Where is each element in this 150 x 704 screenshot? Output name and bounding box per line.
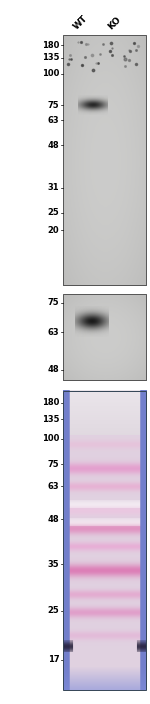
Text: 100: 100 xyxy=(42,70,59,78)
Text: 48: 48 xyxy=(48,515,59,524)
Bar xyxy=(63,35,146,285)
Text: WT: WT xyxy=(72,14,89,32)
Text: 75: 75 xyxy=(48,101,59,110)
Text: 63: 63 xyxy=(48,327,59,337)
Bar xyxy=(63,35,146,285)
Text: 25: 25 xyxy=(48,606,59,615)
Text: 48: 48 xyxy=(48,365,59,375)
Bar xyxy=(63,294,146,380)
Text: 35: 35 xyxy=(48,560,59,569)
Text: 25: 25 xyxy=(48,208,59,217)
Text: 63: 63 xyxy=(48,115,59,125)
Text: 180: 180 xyxy=(42,398,59,407)
Text: 100: 100 xyxy=(42,434,59,443)
Text: KO: KO xyxy=(107,15,123,32)
Text: 31: 31 xyxy=(48,183,59,192)
Text: 180: 180 xyxy=(42,41,59,50)
Text: 135: 135 xyxy=(42,54,59,62)
Bar xyxy=(63,294,146,380)
Text: 63: 63 xyxy=(48,482,59,491)
Bar xyxy=(63,391,146,690)
Text: 75: 75 xyxy=(48,460,59,469)
Text: 75: 75 xyxy=(48,298,59,308)
Text: 17: 17 xyxy=(48,655,59,665)
Text: 20: 20 xyxy=(48,226,59,234)
Text: 48: 48 xyxy=(48,141,59,150)
Text: 135: 135 xyxy=(42,415,59,424)
